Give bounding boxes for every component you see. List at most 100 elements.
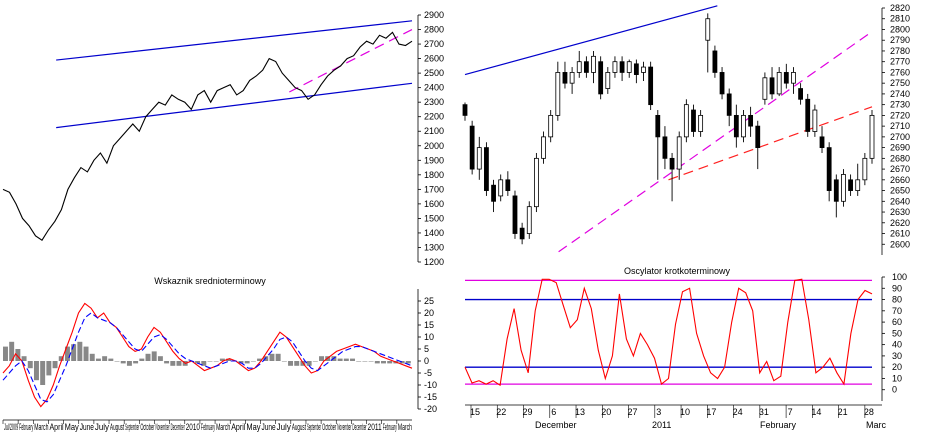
histogram-bar bbox=[226, 358, 232, 361]
histogram-bar bbox=[114, 361, 120, 362]
histogram-bar bbox=[405, 361, 411, 364]
candle-y-tick-label: 2600 bbox=[890, 239, 910, 249]
indicator-x-tick-label: February bbox=[383, 422, 397, 432]
candle-y-tick-label: 2610 bbox=[890, 229, 910, 239]
candle-y-tick-label: 2680 bbox=[890, 153, 910, 163]
short-term-oscillator-panel: Oscylator krotkoterminowy 01020304050607… bbox=[464, 266, 907, 430]
oscillator-x-tick-label: 22 bbox=[496, 407, 506, 417]
histogram-bar bbox=[83, 346, 89, 361]
candle-y-tick-label: 2760 bbox=[890, 67, 910, 77]
candlestick-panel: 2600261026202630264026502660267026802690… bbox=[462, 3, 910, 255]
index-y-tick-label: 2700 bbox=[424, 39, 444, 49]
candle-up bbox=[476, 147, 482, 170]
oscillator-x-tick-label: 20 bbox=[601, 407, 611, 417]
candle-y-tick-label: 2720 bbox=[890, 110, 910, 120]
candle-up bbox=[762, 77, 768, 100]
oscillator-x-tick-label: 21 bbox=[838, 407, 848, 417]
histogram-bar bbox=[102, 356, 108, 361]
histogram-bar bbox=[381, 361, 386, 364]
candle-down bbox=[669, 157, 675, 170]
indicator-x-tick-label: December bbox=[171, 422, 185, 432]
index-y-tick-label: 1800 bbox=[424, 170, 444, 180]
candle-up bbox=[605, 72, 611, 89]
index-trendline bbox=[56, 20, 413, 61]
oscillator-x-tick-label: 6 bbox=[551, 407, 556, 417]
indicator-y-tick-label: 10 bbox=[424, 332, 434, 342]
index-line-panel: 1200 1300 1400 1500 1600 1700 1800 1900 2000 2100… bbox=[2, 10, 444, 267]
index-price-line bbox=[2, 31, 413, 241]
candle-down bbox=[583, 61, 589, 73]
histogram-bar bbox=[343, 358, 349, 361]
indicator-x-tick-label: 2011 bbox=[368, 422, 382, 432]
candle-down bbox=[512, 195, 518, 234]
candle-down bbox=[769, 77, 775, 95]
candle-y-tick-label: 2770 bbox=[890, 57, 910, 67]
candle-down bbox=[648, 66, 654, 106]
histogram-bar bbox=[164, 361, 170, 364]
index-y-tick-label: 2900 bbox=[424, 10, 444, 20]
index-y-tick-label: 1700 bbox=[424, 184, 444, 194]
medium-term-indicator-panel: Wskaznik srednioterminowy -20 -15 -10 -5 0 5 1… bbox=[2, 276, 437, 432]
index-y-tick-label: 1600 bbox=[424, 199, 444, 209]
oscillator-x-tick-label: 3 bbox=[656, 407, 661, 417]
candle-down bbox=[733, 114, 739, 138]
histogram-bar bbox=[319, 356, 325, 361]
candle-down bbox=[619, 61, 625, 73]
histogram-bar bbox=[213, 361, 219, 362]
indicator-y-tick-label: -20 bbox=[424, 404, 437, 414]
oscillator-x-tick-label: 7 bbox=[788, 407, 793, 417]
histogram-bar bbox=[356, 361, 362, 362]
oscillator-y-tick-label: 90 bbox=[892, 283, 902, 293]
candle-down bbox=[598, 61, 604, 95]
histogram-bar bbox=[71, 344, 77, 361]
candle-up bbox=[548, 114, 554, 138]
oscillator-y-tick-label: 40 bbox=[892, 340, 902, 350]
oscillator-y-tick-label: 60 bbox=[892, 317, 902, 327]
indicator-x-tick-label: June bbox=[80, 422, 94, 432]
oscillator-y-tick-label: 20 bbox=[892, 362, 902, 372]
candle-y-tick-label: 2790 bbox=[890, 35, 910, 45]
indicator-x-tick-label: Jul/2009 bbox=[4, 422, 18, 432]
histogram-bar bbox=[337, 358, 343, 361]
histogram-bar bbox=[294, 361, 300, 366]
oscillator-y-tick-label: 30 bbox=[892, 351, 902, 361]
candle-y-tick-label: 2780 bbox=[890, 46, 910, 56]
indicator-x-tick-label: November bbox=[337, 422, 351, 432]
candle-down bbox=[848, 179, 853, 191]
histogram-bar bbox=[3, 346, 8, 361]
index-y-tick-label: 2100 bbox=[424, 126, 444, 136]
candle-y-tick-label: 2810 bbox=[890, 14, 910, 24]
candle-y-tick-label: 2690 bbox=[890, 143, 910, 153]
indicator-y-tick-label: 25 bbox=[424, 296, 434, 306]
oscillator-y-tick-label: 70 bbox=[892, 306, 902, 316]
index-trendline bbox=[56, 82, 413, 129]
histogram-bar bbox=[312, 361, 318, 362]
histogram-bar bbox=[306, 361, 312, 366]
candle-up bbox=[705, 18, 711, 41]
candle-y-tick-label: 2800 bbox=[890, 24, 910, 34]
candle-up bbox=[541, 136, 546, 159]
histogram-bar bbox=[238, 361, 244, 364]
oscillator-y-tick-label: 80 bbox=[892, 295, 902, 305]
oscillator-x-tick-label: 28 bbox=[864, 407, 874, 417]
candle-up bbox=[812, 109, 818, 132]
index-trendline bbox=[289, 28, 413, 93]
candle-down bbox=[484, 147, 489, 191]
candle-up bbox=[698, 114, 704, 132]
oscillator-x-tick-label: 14 bbox=[811, 407, 821, 417]
candle-down bbox=[662, 136, 668, 159]
index-y-tick-label: 2600 bbox=[424, 54, 444, 64]
indicator-x-tick-label: February bbox=[19, 422, 33, 432]
indicator-x-tick-label: August bbox=[292, 422, 306, 432]
histogram-bar bbox=[15, 349, 21, 361]
candle-down bbox=[748, 114, 754, 127]
candle-up bbox=[683, 104, 689, 138]
indicator-x-tick-label: December bbox=[352, 422, 366, 432]
candle-down bbox=[726, 93, 732, 116]
candle-down bbox=[562, 72, 568, 84]
candle-up bbox=[741, 114, 746, 138]
histogram-bar bbox=[374, 361, 380, 364]
histogram-bar bbox=[126, 361, 132, 366]
index-y-tick-label: 1400 bbox=[424, 228, 444, 238]
oscillator-x-tick-label: 29 bbox=[523, 407, 533, 417]
